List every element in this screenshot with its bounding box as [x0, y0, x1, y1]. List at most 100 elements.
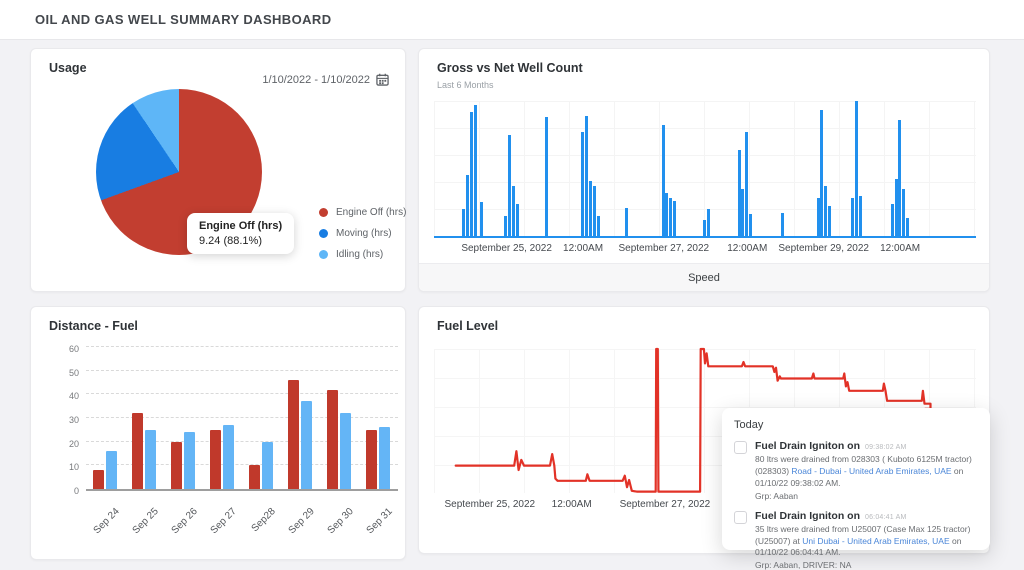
distance-bar[interactable]: [287, 380, 299, 489]
event-location-link[interactable]: Road - Dubai - United Arab Emirates, UAE: [791, 465, 952, 476]
fuel-bar[interactable]: [183, 432, 195, 489]
legend-item-engine-off[interactable]: Engine Off (hrs): [319, 207, 406, 218]
well-count-bar[interactable]: [589, 180, 592, 236]
distance-bar[interactable]: [365, 429, 377, 489]
distance-fuel-chart[interactable]: [86, 346, 398, 491]
bar-group[interactable]: [248, 441, 273, 489]
distance-bar[interactable]: [170, 441, 182, 489]
event-title: Fuel Drain Igniton on: [755, 509, 860, 522]
well-count-bar[interactable]: [828, 206, 832, 236]
well-count-bar[interactable]: [596, 215, 600, 236]
well-count-bar[interactable]: [890, 203, 894, 236]
well-count-bar[interactable]: [581, 132, 585, 236]
event-time: 06:04:41 AM: [865, 513, 907, 521]
well-count-bar[interactable]: [780, 213, 784, 236]
x-axis-label: Sep 25: [130, 506, 161, 537]
bar-group[interactable]: [170, 432, 195, 489]
event-checkbox[interactable]: [734, 510, 747, 524]
well-count-bar[interactable]: [480, 202, 484, 236]
y-axis-label: 50: [68, 367, 79, 378]
event-text: 80 ltrs were drained from 028303 ( Kubot…: [755, 454, 972, 476]
well-count-bar[interactable]: [504, 215, 508, 236]
legend-dot-idling: [319, 250, 328, 259]
date-range-picker[interactable]: 1/10/2022 - 1/10/2022: [262, 73, 389, 86]
well-count-bar[interactable]: [665, 192, 669, 236]
legend-item-moving[interactable]: Moving (hrs): [319, 228, 406, 239]
distance-bar[interactable]: [326, 389, 338, 489]
calendar-icon: [376, 73, 389, 86]
distance-bar[interactable]: [92, 470, 104, 489]
fuel-bar[interactable]: [378, 427, 390, 489]
x-axis-label: September 25, 2022: [444, 499, 536, 510]
bar-group[interactable]: [287, 380, 312, 489]
well-count-bar[interactable]: [661, 125, 665, 236]
x-axis-label: September 27, 2022: [618, 243, 710, 254]
distance-bar[interactable]: [131, 413, 143, 489]
well-count-bar[interactable]: [820, 110, 824, 236]
well-count-bar[interactable]: [673, 200, 677, 236]
well-count-bar[interactable]: [902, 188, 906, 236]
well-count-bar[interactable]: [851, 198, 855, 236]
well-count-bar[interactable]: [745, 132, 749, 236]
well-count-bar[interactable]: [585, 115, 589, 236]
x-axis-label: Sep 24: [91, 506, 122, 537]
bar-group[interactable]: [131, 413, 156, 489]
well-count-bar[interactable]: [906, 218, 910, 236]
x-axis-label: Sep28: [249, 506, 278, 535]
distance-bar[interactable]: [209, 429, 221, 489]
well-count-bar[interactable]: [748, 214, 752, 236]
well-count-bar[interactable]: [855, 101, 859, 236]
well-count-bar[interactable]: [669, 198, 673, 236]
fuel-bar[interactable]: [222, 425, 234, 489]
event-title: Fuel Drain Igniton on: [755, 440, 860, 452]
well-count-bar[interactable]: [625, 207, 629, 236]
event-location-link[interactable]: Uni Dubai - United Arab Emirates, UAE: [802, 535, 950, 546]
well-count-bar[interactable]: [515, 203, 519, 236]
well-count-bar[interactable]: [894, 179, 898, 236]
well-count-bar[interactable]: [473, 105, 477, 236]
distance-fuel-panel: Distance - Fuel Sep 24 Sep 25 Sep 26 Sep 27…: [30, 306, 406, 560]
bar-group[interactable]: [326, 389, 351, 489]
well-count-bar[interactable]: [703, 219, 707, 236]
well-count-bar[interactable]: [816, 198, 820, 236]
wells-panel: Gross vs Net Well Count Last 6 Months Se…: [418, 48, 990, 292]
well-count-bar[interactable]: [898, 119, 902, 236]
x-axis-label: Sep 31: [364, 506, 395, 537]
gridline: [86, 464, 398, 466]
fuel-bar[interactable]: [105, 451, 117, 489]
well-count-bar[interactable]: [462, 209, 466, 236]
fuel-bar[interactable]: [300, 401, 312, 489]
bar-group[interactable]: [92, 451, 117, 489]
well-count-bar[interactable]: [545, 117, 549, 236]
event-checkbox[interactable]: [734, 441, 747, 454]
fuel-panel-title: Fuel Level: [437, 319, 499, 333]
well-count-bar[interactable]: [737, 149, 741, 236]
well-count-bar[interactable]: [707, 209, 711, 236]
fuel-level-line: [454, 347, 932, 493]
event-description: 80 ltrs were drained from 028303 ( Kubot…: [755, 454, 978, 490]
pie-tooltip: Engine Off (hrs) 9.24 (88.1%): [187, 213, 295, 254]
bar-group[interactable]: [365, 427, 390, 489]
well-count-bar[interactable]: [512, 186, 516, 236]
wells-footer: Speed: [419, 263, 989, 291]
well-count-bar[interactable]: [469, 111, 473, 236]
x-axis-label: Sep 29: [286, 506, 317, 537]
well-count-bar[interactable]: [824, 186, 828, 236]
bar-group[interactable]: [209, 425, 234, 489]
well-count-bar[interactable]: [741, 188, 745, 236]
y-axis-label: 60: [68, 344, 79, 354]
fuel-bar[interactable]: [261, 441, 273, 489]
pie-tooltip-label: Engine Off (hrs): [199, 220, 283, 232]
fuel-bar[interactable]: [144, 429, 156, 489]
well-count-bar[interactable]: [858, 195, 862, 236]
distance-bar[interactable]: [248, 465, 260, 489]
event-time: 09:38:02 AM: [865, 444, 907, 451]
fuel-bar[interactable]: [339, 413, 351, 489]
well-count-chart[interactable]: [434, 101, 976, 238]
gridline: [86, 417, 398, 418]
well-count-bar[interactable]: [592, 186, 596, 236]
well-count-bar[interactable]: [508, 134, 512, 236]
legend-item-idling[interactable]: Idling (hrs): [319, 249, 406, 260]
x-axis-label: September 27, 2022: [619, 499, 711, 510]
well-count-bar[interactable]: [465, 175, 469, 236]
